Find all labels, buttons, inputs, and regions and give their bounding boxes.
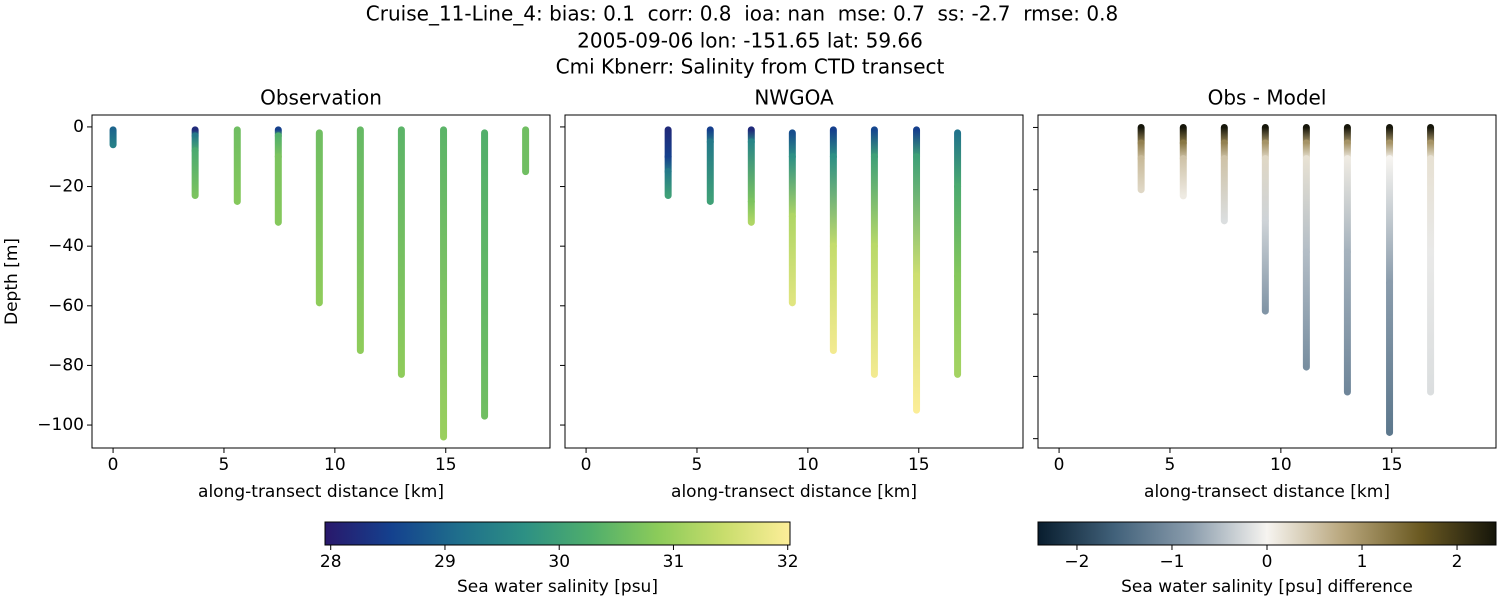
- x-axis-label: along-transect distance [km]: [1144, 482, 1390, 502]
- x-tick-label: 0: [1054, 455, 1065, 475]
- colorbar-label: Sea water salinity [psu]: [457, 577, 658, 597]
- y-tick-label: 0: [73, 117, 84, 137]
- colorbar-tick-label: 32: [777, 552, 799, 572]
- colorbar-tick-label: 29: [434, 552, 456, 572]
- x-tick-label: 10: [797, 455, 819, 475]
- panel-title: Obs - Model: [1208, 86, 1327, 110]
- y-tick-label: −60: [48, 296, 84, 316]
- x-tick-label: 5: [692, 455, 703, 475]
- colorbar: [1037, 521, 1497, 546]
- axes-frame: [564, 114, 1024, 449]
- x-tick-label: 10: [324, 455, 346, 475]
- suptitle: Cmi Kbnerr: Salinity from CTD transect: [556, 55, 945, 79]
- x-tick-label: 0: [581, 455, 592, 475]
- colorbar-tick-label: −1: [1159, 552, 1184, 572]
- panel-title: NWGOA: [754, 86, 834, 110]
- colorbar-label: Sea water salinity [psu] difference: [1121, 577, 1413, 597]
- axes-frame: [1037, 114, 1497, 449]
- colorbar-tick-label: 30: [548, 552, 570, 572]
- axes-frame: [91, 114, 551, 449]
- colorbar-tick-label: 31: [663, 552, 685, 572]
- y-axis-label: Depth [m]: [2, 238, 22, 325]
- suptitle: 2005-09-06 lon: -151.65 lat: 59.66: [577, 29, 923, 53]
- y-tick-label: −80: [48, 355, 84, 375]
- x-tick-label: 5: [1165, 455, 1176, 475]
- y-tick-label: −20: [48, 177, 84, 197]
- colorbar-tick-label: −2: [1064, 552, 1089, 572]
- colorbar: [324, 521, 791, 546]
- colorbar-tick-label: 28: [320, 552, 342, 572]
- x-tick-label: 0: [108, 455, 119, 475]
- y-tick-label: −100: [37, 415, 84, 435]
- x-tick-label: 10: [1270, 455, 1292, 475]
- panel-title: Observation: [260, 86, 382, 110]
- x-tick-label: 15: [1381, 455, 1403, 475]
- colorbar-tick-label: 0: [1262, 552, 1273, 572]
- x-tick-label: 15: [908, 455, 930, 475]
- y-tick-label: −40: [48, 236, 84, 256]
- suptitle: Cruise_11-Line_4: bias: 0.1 corr: 0.8 io…: [366, 2, 1118, 26]
- x-axis-label: along-transect distance [km]: [198, 482, 444, 502]
- x-tick-label: 5: [219, 455, 230, 475]
- colorbar-tick-label: 1: [1357, 552, 1368, 572]
- x-tick-label: 15: [435, 455, 457, 475]
- colorbar-tick-label: 2: [1452, 552, 1463, 572]
- x-axis-label: along-transect distance [km]: [671, 482, 917, 502]
